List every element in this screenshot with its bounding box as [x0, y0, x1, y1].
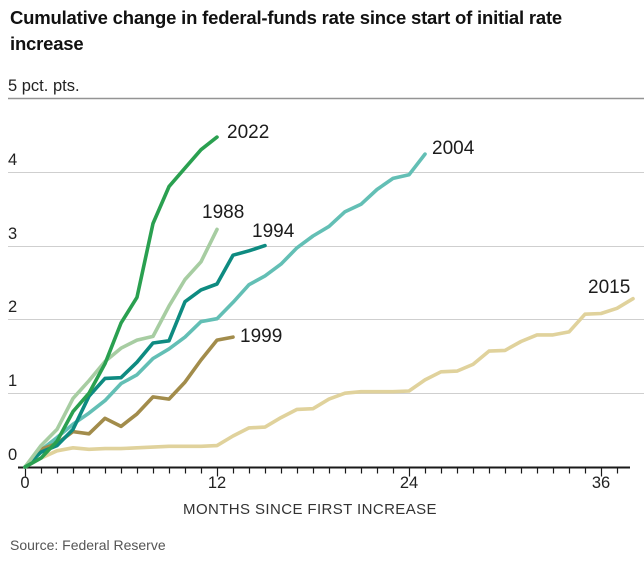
series-label-2022: 2022: [227, 122, 270, 144]
x-tick-label-12: 12: [207, 474, 227, 492]
x-axis-title: MONTHS SINCE FIRST INCREASE: [183, 501, 437, 518]
y-tick-label-4: 4: [8, 150, 18, 169]
y-tick-label-5: 5 pct. pts.: [8, 77, 80, 95]
chart-title: Cumulative change in federal-funds rate …: [10, 7, 563, 55]
series-line-2022: [23, 135, 219, 469]
series-lines: [23, 135, 635, 469]
y-tick-label-3: 3: [8, 224, 18, 243]
series-label-1994: 1994: [252, 220, 295, 242]
series-line-1994: [23, 243, 267, 469]
series-line-2004: [23, 152, 427, 469]
series-label-2015: 2015: [588, 276, 631, 298]
x-tick-label-36: 36: [591, 474, 611, 492]
y-tick-label-1: 1: [8, 372, 18, 391]
series-label-2004: 2004: [432, 138, 475, 160]
series-label-1999: 1999: [240, 326, 283, 348]
x-tick-label-0: 0: [20, 474, 30, 492]
source-note: Source: Federal Reserve: [10, 537, 166, 553]
series-line-1988: [23, 227, 219, 469]
x-tick-label-24: 24: [399, 474, 419, 492]
y-tick-label-2: 2: [8, 298, 18, 317]
y-tick-label-0: 0: [8, 446, 18, 464]
gridlines: [8, 97, 644, 395]
x-axis: [18, 466, 630, 477]
series-line-2015: [23, 296, 635, 469]
series-label-1988: 1988: [202, 202, 245, 224]
